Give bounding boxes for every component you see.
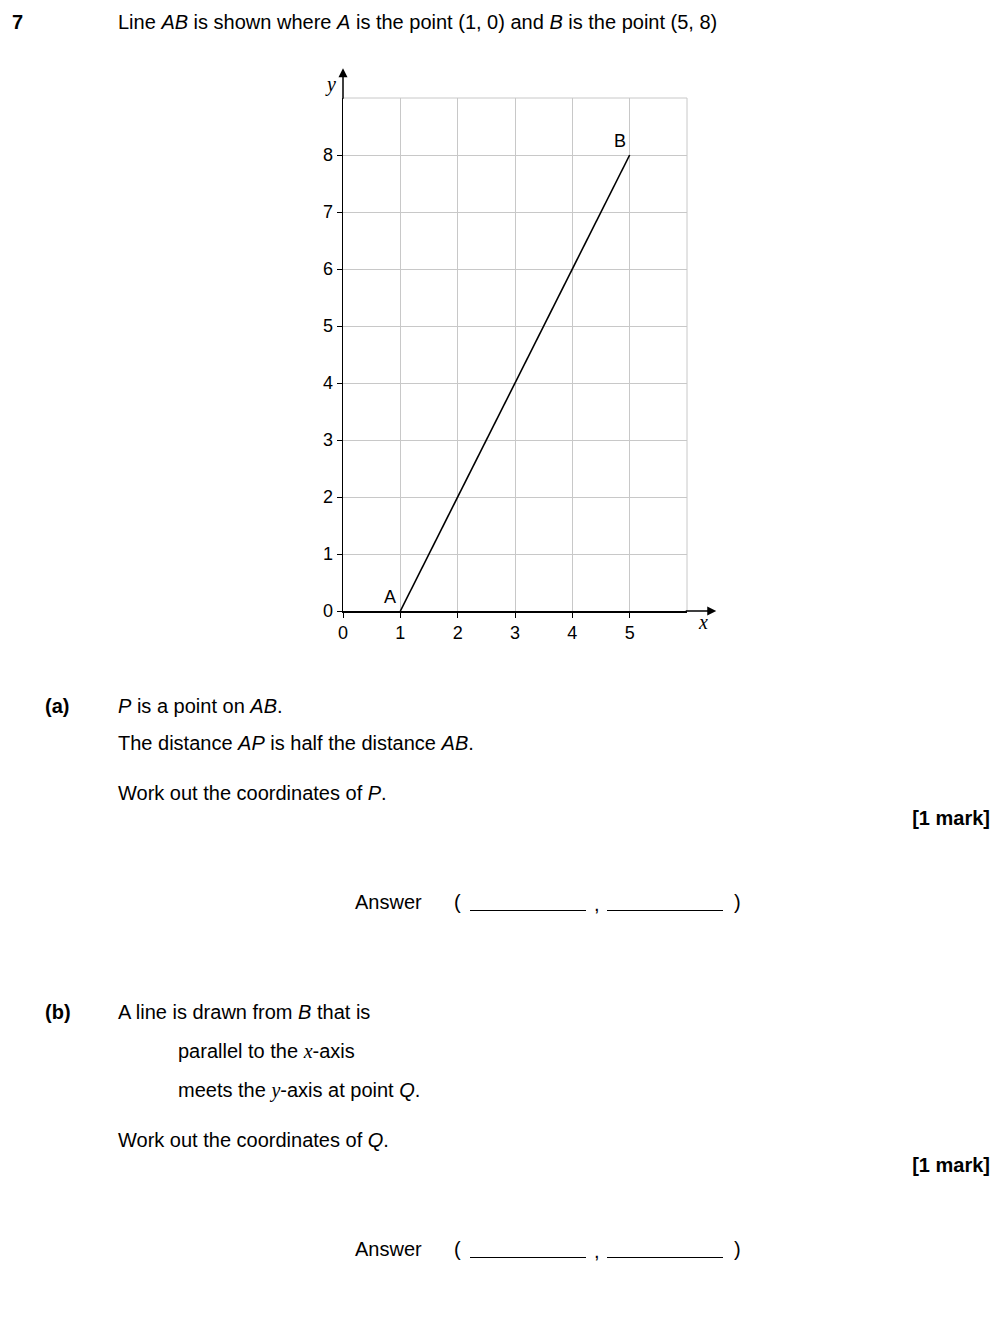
html-text:The distance AP is half the di: The distance AP is half the distance AB. bbox=[118, 732, 474, 754]
html-text:Answer: Answer bbox=[355, 891, 422, 913]
html-text:[1 mark]: [1 mark] bbox=[912, 1154, 990, 1176]
html-text:P is a point on AB.: P is a point on AB. bbox=[118, 695, 283, 717]
svg-text:0: 0 bbox=[323, 601, 333, 621]
svg-text:5: 5 bbox=[625, 623, 635, 643]
svg-text:0: 0 bbox=[338, 623, 348, 643]
svg-text:2: 2 bbox=[453, 623, 463, 643]
svg-text:B: B bbox=[614, 131, 626, 151]
html-text:[1 mark]: [1 mark] bbox=[912, 807, 990, 829]
svg-text:3: 3 bbox=[323, 430, 333, 450]
svg-text:5: 5 bbox=[323, 316, 333, 336]
html-text:A line is drawn from B that is: A line is drawn from B that is bbox=[118, 1001, 371, 1023]
svg-text:8: 8 bbox=[323, 145, 333, 165]
html-text:(a): (a) bbox=[45, 695, 70, 717]
html-text:Answer: Answer bbox=[355, 1238, 422, 1260]
html-text:7: 7 bbox=[12, 11, 24, 33]
svg-text:4: 4 bbox=[567, 623, 577, 643]
html-text:Work out the coordinates of Q.: Work out the coordinates of Q. bbox=[118, 1129, 389, 1151]
html-text:parallel to the x -axis: parallel to the x -axis bbox=[178, 1040, 355, 1062]
html-text:(b): (b) bbox=[45, 1001, 71, 1023]
svg-text:7: 7 bbox=[323, 202, 333, 222]
html-text:meets the y -axis at point Q.: meets the y -axis at point Q. bbox=[178, 1079, 421, 1101]
svg-text:6: 6 bbox=[323, 259, 333, 279]
svg-text:y: y bbox=[325, 73, 336, 96]
svg-text:x: x bbox=[698, 611, 708, 633]
svg-text:1: 1 bbox=[395, 623, 405, 643]
svg-text:4: 4 bbox=[323, 373, 333, 393]
svg-text:1: 1 bbox=[323, 544, 333, 564]
html-text:Line AB is shown where A is th: Line AB is shown where A is the point (1… bbox=[118, 11, 718, 33]
svg-text:A: A bbox=[384, 587, 396, 607]
html-text:Work out the coordinates of P.: Work out the coordinates of P. bbox=[118, 782, 387, 804]
svg-text:3: 3 bbox=[510, 623, 520, 643]
svg-text:2: 2 bbox=[323, 487, 333, 507]
